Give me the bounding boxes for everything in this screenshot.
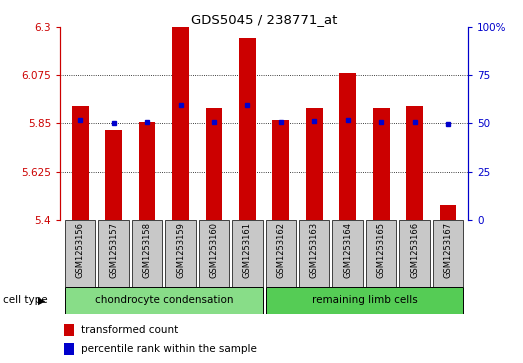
Bar bbox=[299, 220, 329, 287]
Bar bbox=[206, 109, 222, 220]
Bar bbox=[65, 287, 263, 314]
Bar bbox=[199, 220, 229, 287]
Text: GSM1253157: GSM1253157 bbox=[109, 222, 118, 278]
Bar bbox=[98, 220, 129, 287]
Bar bbox=[132, 220, 162, 287]
Text: GSM1253156: GSM1253156 bbox=[76, 222, 85, 278]
Bar bbox=[232, 220, 263, 287]
Text: percentile rank within the sample: percentile rank within the sample bbox=[81, 344, 256, 354]
Text: GSM1253159: GSM1253159 bbox=[176, 222, 185, 277]
Bar bbox=[306, 109, 323, 220]
Bar bbox=[266, 220, 296, 287]
Bar bbox=[333, 220, 363, 287]
Text: chondrocyte condensation: chondrocyte condensation bbox=[95, 295, 233, 305]
Bar bbox=[373, 109, 390, 220]
Bar bbox=[139, 122, 155, 220]
Bar bbox=[339, 73, 356, 220]
Bar bbox=[105, 130, 122, 220]
Text: GSM1253165: GSM1253165 bbox=[377, 222, 385, 278]
Text: ▶: ▶ bbox=[38, 295, 45, 305]
Bar bbox=[165, 220, 196, 287]
Bar bbox=[64, 324, 74, 337]
Bar bbox=[272, 120, 289, 220]
Text: GSM1253164: GSM1253164 bbox=[343, 222, 352, 278]
Text: GSM1253161: GSM1253161 bbox=[243, 222, 252, 278]
Text: cell type: cell type bbox=[3, 295, 47, 305]
Text: GSM1253163: GSM1253163 bbox=[310, 222, 319, 278]
Bar bbox=[64, 343, 74, 355]
Bar bbox=[72, 106, 88, 220]
Bar bbox=[239, 38, 256, 220]
Text: GSM1253166: GSM1253166 bbox=[410, 222, 419, 278]
Bar bbox=[366, 220, 396, 287]
Text: transformed count: transformed count bbox=[81, 325, 178, 335]
Bar bbox=[172, 27, 189, 220]
Bar bbox=[406, 106, 423, 220]
Text: GSM1253162: GSM1253162 bbox=[276, 222, 286, 278]
Title: GDS5045 / 238771_at: GDS5045 / 238771_at bbox=[191, 13, 337, 26]
Text: GSM1253160: GSM1253160 bbox=[209, 222, 219, 278]
Bar bbox=[266, 287, 463, 314]
Bar bbox=[440, 205, 457, 220]
Text: GSM1253167: GSM1253167 bbox=[444, 222, 452, 278]
Bar bbox=[433, 220, 463, 287]
Bar bbox=[400, 220, 430, 287]
Text: GSM1253158: GSM1253158 bbox=[143, 222, 152, 278]
Bar bbox=[65, 220, 95, 287]
Text: remaining limb cells: remaining limb cells bbox=[312, 295, 417, 305]
